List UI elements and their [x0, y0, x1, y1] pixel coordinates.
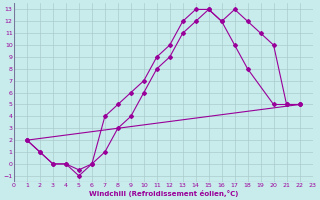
X-axis label: Windchill (Refroidissement éolien,°C): Windchill (Refroidissement éolien,°C): [89, 190, 238, 197]
